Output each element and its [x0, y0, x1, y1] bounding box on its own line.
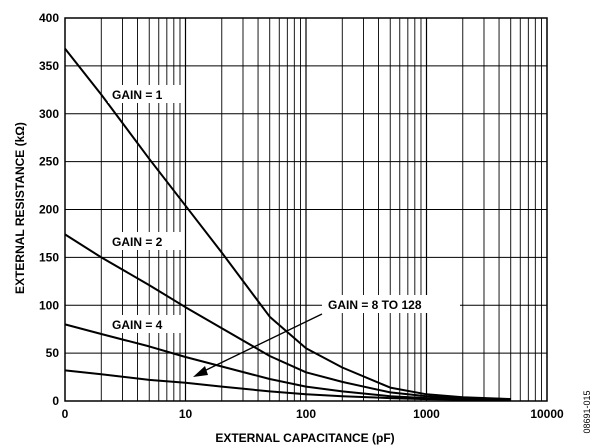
- grid: [65, 18, 547, 401]
- annotation-gain-1-text: GAIN = 1: [112, 88, 163, 102]
- x-tick-label: 1000: [413, 407, 440, 421]
- y-tick-label: 50: [46, 346, 60, 360]
- curves: [64, 47, 511, 401]
- series-line-4: [64, 369, 511, 401]
- plot-frame: [64, 17, 548, 402]
- y-axis-title: EXTERNAL RESISTANCE (kΩ): [13, 122, 27, 294]
- annotation-gain-8-128-text: GAIN = 8 TO 128: [328, 298, 422, 312]
- y-tick-label: 350: [39, 59, 59, 73]
- annotation-arrow-line: [201, 313, 323, 373]
- annotation-gain-2: GAIN = 2: [108, 232, 182, 250]
- y-tick-label: 200: [39, 203, 59, 217]
- y-tick-labels: 0 50 100 150 200 250 300 350 400: [39, 11, 59, 408]
- y-tick-label: 150: [39, 250, 59, 264]
- series-line-3: [64, 323, 511, 401]
- y-tick-label: 0: [52, 394, 59, 408]
- x-tick-label: 0: [62, 407, 69, 421]
- annotation-gain-1: GAIN = 1: [108, 85, 182, 103]
- series-line-1: [64, 47, 511, 401]
- annotation-gain-2-text: GAIN = 2: [112, 235, 163, 249]
- x-tick-labels: 0 10 100 1000 10000: [62, 407, 564, 421]
- y-tick-label: 400: [39, 11, 59, 25]
- y-tick-label: 300: [39, 107, 59, 121]
- annotation-gain-4-text: GAIN = 4: [112, 318, 163, 332]
- x-axis-title: EXTERNAL CAPACITANCE (pF): [215, 431, 394, 445]
- annotation-gain-4: GAIN = 4: [108, 315, 182, 333]
- y-tick-label: 100: [39, 298, 59, 312]
- figure-code: 08691-015: [582, 390, 592, 433]
- annotation-arrowhead: [193, 366, 208, 377]
- x-tick-label: 100: [296, 407, 316, 421]
- x-tick-label: 10: [179, 407, 193, 421]
- y-tick-label: 250: [39, 155, 59, 169]
- annotation-gain-8-128: GAIN = 8 TO 128: [193, 295, 460, 377]
- series-line-2: [64, 233, 511, 401]
- x-tick-label: 10000: [530, 407, 564, 421]
